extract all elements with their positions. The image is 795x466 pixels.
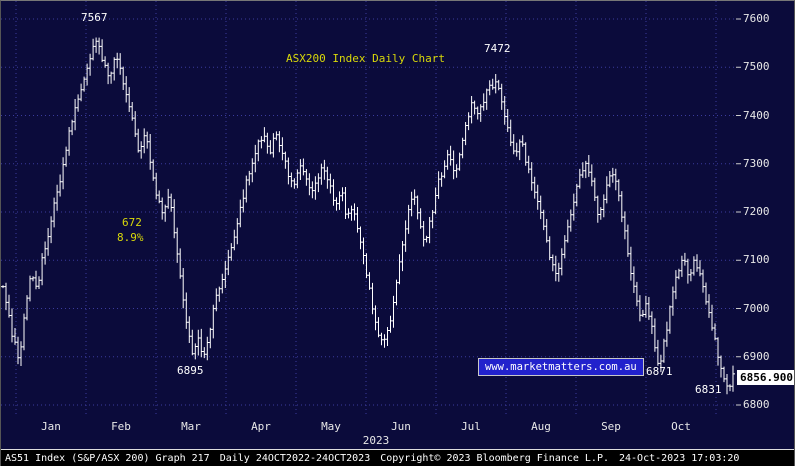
oct-late-low-label: 6831 <box>695 383 722 396</box>
x-axis-label: Jul <box>461 420 481 433</box>
y-axis-label: 7200 <box>743 205 770 218</box>
y-axis-label: 7300 <box>743 156 770 170</box>
x-axis-label: Mar <box>181 420 201 433</box>
last-price-badge: 6856.900 <box>737 369 794 385</box>
status-instrument: AS51 Index (S&P/ASX 200) Graph 217 <box>5 453 210 464</box>
y-axis-label: 6900 <box>743 349 770 363</box>
x-axis-label: Aug <box>531 420 551 433</box>
mar-low-label: 6895 <box>177 364 204 377</box>
x-axis-label: Jun <box>391 420 411 433</box>
y-axis-label: 7400 <box>743 108 770 122</box>
y-axis-label: 7600 <box>743 12 770 25</box>
feb-peak-label: 7567 <box>81 11 108 24</box>
x-axis-label: Oct <box>671 420 691 433</box>
x-axis-year-label: 2023 <box>362 434 390 447</box>
jul-peak-label: 7472 <box>484 42 511 55</box>
y-axis-label: 7100 <box>743 253 770 267</box>
x-axis-label: Jan <box>41 420 61 433</box>
status-bar: AS51 Index (S&P/ASX 200) Graph 217 Daily… <box>1 449 794 466</box>
status-range: Daily 24OCT2022-24OCT2023 <box>219 453 371 464</box>
chart-canvas <box>1 1 741 415</box>
chart-title: ASX200 Index Daily Chart <box>286 52 445 65</box>
y-axis-label: 7000 <box>743 301 770 315</box>
price-chart[interactable]: 2023 6856.900 7600 7500 7400 7300 7200 7100 70… <box>1 1 794 449</box>
status-timestamp: 24-Oct-2023 17:03:20 <box>619 453 740 464</box>
x-axis-label: Sep <box>601 420 621 433</box>
oct-early-low-label: 6871 <box>646 365 673 378</box>
x-axis-label: Feb <box>111 420 131 433</box>
y-axis-label: 6800 <box>743 398 770 411</box>
status-copyright: Copyright© 2023 Bloomberg Finance L.P. <box>380 453 609 464</box>
decline-points-label: 672 <box>122 216 142 229</box>
marketmatters-link[interactable]: www.marketmatters.com.au <box>478 358 644 376</box>
x-axis-label: May <box>321 420 341 433</box>
decline-pct-label: 8.9% <box>117 231 144 244</box>
x-axis-label: Apr <box>251 420 271 433</box>
y-axis-label: 7500 <box>743 60 770 74</box>
